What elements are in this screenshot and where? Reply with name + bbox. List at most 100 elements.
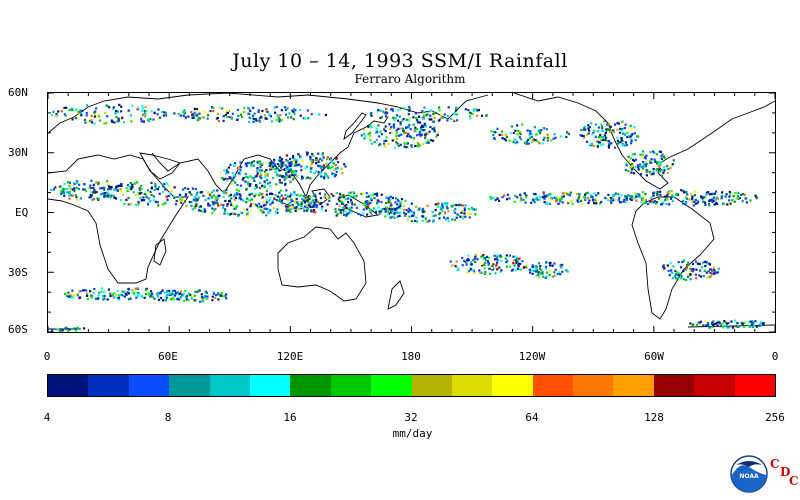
rain-pixel [516,124,519,127]
rain-pixel [406,126,409,129]
rain-pixel [512,255,515,258]
rain-pixel [562,195,565,198]
rain-pixel [107,193,110,196]
rain-pixel [729,202,732,205]
rain-pixel [636,164,639,167]
rain-pixel [203,208,206,211]
rain-pixel [367,202,370,205]
colorbar-swatch-14 [613,375,654,396]
rain-pixel [369,210,372,213]
rain-pixel [237,214,240,217]
rain-pixel [617,193,620,196]
rain-pixel [545,202,548,205]
cdc-letter-d: D [780,465,791,479]
rain-pixel [579,134,582,137]
rain-pixel [325,174,328,178]
rain-pixel [446,207,449,210]
rain-pixel [390,131,394,134]
rain-pixel [190,201,193,204]
rain-pixel [278,159,281,162]
rain-pixel [260,173,263,176]
rain-pixel [453,203,456,207]
rain-pixel [251,114,255,117]
rain-pixel [248,175,251,178]
rain-pixel [494,272,497,275]
rain-pixel [405,126,408,129]
rain-pixel [63,113,66,116]
rain-pixel [407,132,410,135]
rain-pixel [61,188,64,191]
rain-pixel [755,325,758,328]
rain-pixel [415,216,418,219]
rain-pixel [252,164,255,167]
rain-pixel [138,293,141,296]
rain-pixel [608,122,611,125]
rain-pixel [393,138,396,141]
rain-pixel [147,293,150,296]
rain-pixel [195,113,199,116]
rain-pixel [442,203,445,206]
rain-pixel [441,209,444,212]
rain-pixel [253,187,257,190]
rain-pixel [150,186,153,189]
rain-pixel [206,297,209,301]
rain-pixel [501,196,504,199]
rain-pixel [503,138,506,141]
rain-pixel [217,204,220,207]
rain-pixel [262,162,265,165]
rain-pixel [199,300,202,303]
rain-pixel [363,132,366,135]
rain-pixel [314,199,318,202]
rain-pixel [191,113,194,116]
rain-pixel [656,193,659,196]
rain-pixel [226,212,229,215]
rain-pixel [634,192,637,195]
rain-pixel [425,114,428,117]
rain-pixel [328,199,331,202]
rain-pixel [584,125,587,128]
rain-pixel [149,118,152,121]
rain-pixel [412,214,415,217]
rain-pixel [551,264,554,267]
rain-pixel [637,166,640,169]
rain-pixel [658,170,661,173]
rain-pixel [233,212,236,215]
rain-pixel [182,188,185,191]
rain-pixel [172,298,175,301]
rain-pixel [729,193,732,196]
rain-pixel [65,326,68,329]
rain-pixel [467,212,470,215]
rain-pixel [594,200,598,203]
rain-pixel [89,190,92,193]
rain-pixel [293,193,296,196]
rain-pixel [420,129,423,132]
rain-pixel [168,194,171,198]
rain-pixel [345,206,348,209]
rain-pixel [655,191,658,195]
rain-pixel [144,113,147,116]
rain-pixel [623,133,627,136]
rain-pixel [209,109,212,113]
map-canvas [48,93,775,332]
rain-pixel [97,114,100,117]
rain-pixel [278,158,281,161]
rain-pixel [695,268,698,271]
rain-pixel [586,191,589,194]
rain-pixel [364,200,367,203]
rain-pixel [608,198,611,201]
rain-pixel [349,198,353,201]
rain-pixel [389,201,393,204]
rain-pixel [578,193,582,196]
rain-pixel [292,172,295,175]
rain-pixel [63,188,66,191]
rain-pixel [391,196,394,200]
rain-pixel [165,196,168,199]
rain-pixel [106,298,109,301]
rain-pixel [261,184,264,187]
rain-pixel [594,123,597,126]
rain-pixel [279,159,282,162]
rain-pixel [293,160,296,163]
rain-pixel [74,329,77,332]
rain-pixel [248,199,251,202]
rain-pixel [417,144,420,148]
